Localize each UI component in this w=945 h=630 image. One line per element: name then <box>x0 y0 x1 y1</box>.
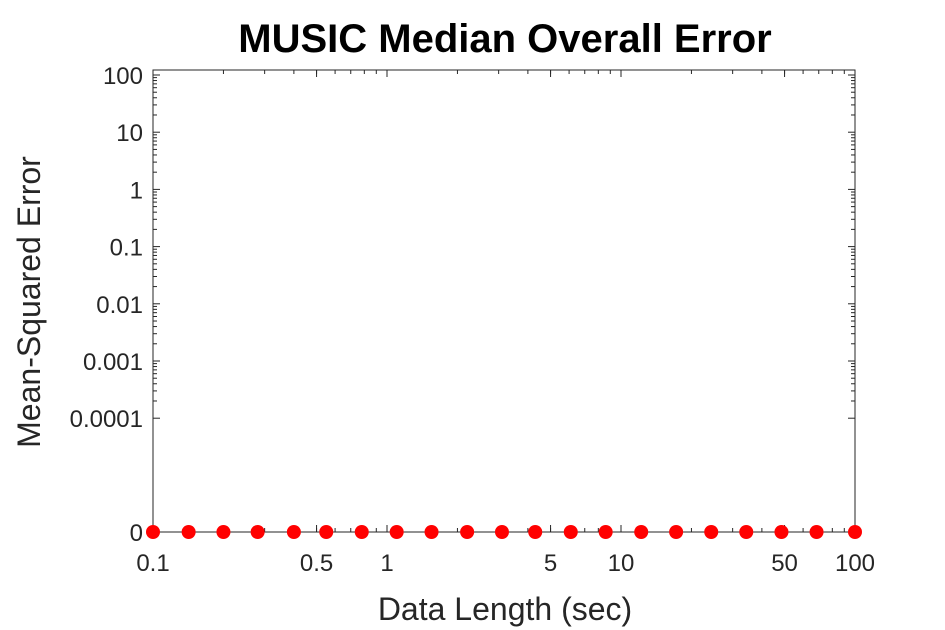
data-point <box>848 525 862 539</box>
data-point <box>563 525 578 539</box>
y-tick-label: 0.0001 <box>70 406 143 433</box>
x-tick-label: 0.1 <box>136 550 169 577</box>
data-point <box>146 525 160 539</box>
data-point <box>389 525 404 539</box>
data-point <box>424 525 439 539</box>
data-markers <box>146 525 862 539</box>
data-point <box>286 525 301 539</box>
data-point <box>598 525 613 539</box>
x-tick-label: 50 <box>771 550 798 577</box>
axis-ticks <box>152 70 856 533</box>
axes-frame <box>152 69 856 533</box>
y-tick-label: 0 <box>130 520 143 547</box>
data-point <box>809 525 824 539</box>
axes-box <box>152 69 856 533</box>
data-point <box>250 525 265 539</box>
x-tick-labels: 0.1 0.5 1 5 10 50 100 <box>136 550 875 577</box>
y-axis-label: Mean-Squared Error <box>11 156 47 448</box>
y-tick-label: 0.01 <box>96 292 143 319</box>
data-point <box>494 525 509 539</box>
data-point <box>460 525 475 539</box>
data-point <box>354 525 369 539</box>
y-tick-label: 0.001 <box>83 349 143 376</box>
chart-title: MUSIC Median Overall Error <box>238 17 771 61</box>
y-tick-label: 0.1 <box>110 235 143 262</box>
y-tick-labels: 100 10 1 0.1 0.01 0.001 0.0001 0 <box>70 63 143 547</box>
data-point <box>528 525 543 539</box>
x-tick-label: 10 <box>608 550 635 577</box>
y-tick-label: 10 <box>116 120 143 147</box>
data-point <box>634 525 649 539</box>
data-point <box>704 525 719 539</box>
data-point <box>319 525 334 539</box>
data-point <box>739 525 754 539</box>
x-axis-label: Data Length (sec) <box>378 591 632 627</box>
data-point <box>774 525 789 539</box>
data-point <box>216 525 231 539</box>
data-point <box>669 525 684 539</box>
x-tick-label: 100 <box>835 550 875 577</box>
x-tick-label: 5 <box>544 550 557 577</box>
data-point <box>181 525 196 539</box>
x-tick-label: 1 <box>380 550 393 577</box>
y-tick-label: 100 <box>103 63 143 90</box>
y-tick-label: 1 <box>130 177 143 204</box>
x-tick-label: 0.5 <box>300 550 333 577</box>
